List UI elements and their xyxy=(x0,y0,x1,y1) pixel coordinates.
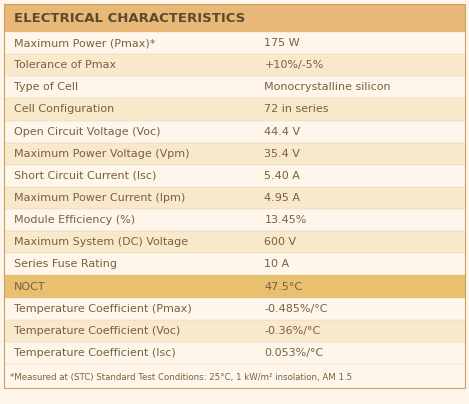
Text: Maximum Power (Pmax)*: Maximum Power (Pmax)* xyxy=(14,38,155,48)
Text: Monocrystalline silicon: Monocrystalline silicon xyxy=(265,82,391,93)
Text: Maximum Power Current (Ipm): Maximum Power Current (Ipm) xyxy=(14,193,185,203)
Text: Maximum System (DC) Voltage: Maximum System (DC) Voltage xyxy=(14,237,188,247)
Text: -0.485%/°C: -0.485%/°C xyxy=(265,304,328,314)
Text: 47.5°C: 47.5°C xyxy=(265,282,303,292)
Bar xyxy=(4,54,465,76)
Text: Series Fuse Rating: Series Fuse Rating xyxy=(14,259,117,269)
Bar xyxy=(4,76,465,99)
Bar xyxy=(4,276,465,298)
Bar xyxy=(4,231,465,253)
Text: -0.36%/°C: -0.36%/°C xyxy=(265,326,321,336)
Text: 10 A: 10 A xyxy=(265,259,289,269)
Text: Cell Configuration: Cell Configuration xyxy=(14,105,114,114)
Text: Temperature Coefficient (Pmax): Temperature Coefficient (Pmax) xyxy=(14,304,192,314)
Bar xyxy=(4,253,465,276)
Text: NOCT: NOCT xyxy=(14,282,45,292)
Text: 5.40 A: 5.40 A xyxy=(265,171,300,181)
Text: 13.45%: 13.45% xyxy=(265,215,307,225)
Text: *Measured at (STC) Standard Test Conditions: 25°C, 1 kW/m² insolation, AM 1.5: *Measured at (STC) Standard Test Conditi… xyxy=(10,373,352,382)
Bar xyxy=(4,342,465,364)
Bar xyxy=(4,165,465,187)
Text: Tolerance of Pmax: Tolerance of Pmax xyxy=(14,60,116,70)
Text: 0.053%/°C: 0.053%/°C xyxy=(265,348,324,358)
Text: 4.95 A: 4.95 A xyxy=(265,193,301,203)
Text: Temperature Coefficient (Voc): Temperature Coefficient (Voc) xyxy=(14,326,180,336)
Text: Short Circuit Current (Isc): Short Circuit Current (Isc) xyxy=(14,171,156,181)
Text: 600 V: 600 V xyxy=(265,237,296,247)
Text: +10%/-5%: +10%/-5% xyxy=(265,60,324,70)
Bar xyxy=(4,120,465,143)
Bar xyxy=(4,32,465,54)
Text: Module Efficiency (%): Module Efficiency (%) xyxy=(14,215,135,225)
Bar xyxy=(4,298,465,320)
Text: 35.4 V: 35.4 V xyxy=(265,149,300,159)
Text: 72 in series: 72 in series xyxy=(265,105,329,114)
Text: 175 W: 175 W xyxy=(265,38,300,48)
Text: Temperature Coefficient (Isc): Temperature Coefficient (Isc) xyxy=(14,348,176,358)
Text: Open Circuit Voltage (Voc): Open Circuit Voltage (Voc) xyxy=(14,126,160,137)
Bar xyxy=(4,143,465,165)
Bar xyxy=(4,4,465,32)
Bar xyxy=(4,99,465,120)
Bar xyxy=(4,209,465,231)
Text: 44.4 V: 44.4 V xyxy=(265,126,301,137)
Text: Type of Cell: Type of Cell xyxy=(14,82,78,93)
Bar xyxy=(4,187,465,209)
Text: Maximum Power Voltage (Vpm): Maximum Power Voltage (Vpm) xyxy=(14,149,189,159)
Bar xyxy=(4,320,465,342)
Text: ELECTRICAL CHARACTERISTICS: ELECTRICAL CHARACTERISTICS xyxy=(14,11,245,25)
